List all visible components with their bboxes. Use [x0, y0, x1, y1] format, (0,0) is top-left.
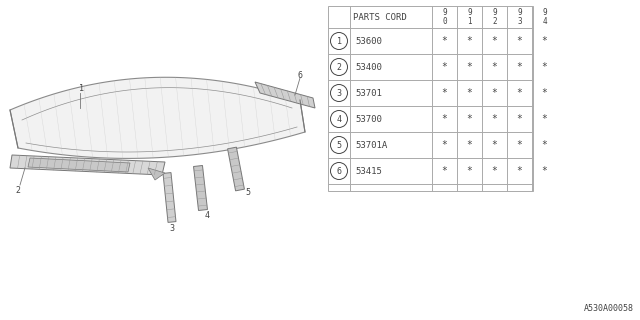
- Text: *: *: [442, 62, 447, 72]
- Text: *: *: [516, 88, 522, 98]
- Text: 53701: 53701: [355, 89, 382, 98]
- Text: *: *: [541, 62, 547, 72]
- Text: *: *: [442, 114, 447, 124]
- Text: *: *: [541, 88, 547, 98]
- Text: *: *: [467, 114, 472, 124]
- Text: *: *: [467, 62, 472, 72]
- Text: *: *: [516, 166, 522, 176]
- Polygon shape: [255, 82, 315, 108]
- Text: A530A00058: A530A00058: [584, 304, 634, 313]
- Text: 9
1: 9 1: [467, 8, 472, 26]
- Text: *: *: [467, 166, 472, 176]
- Text: 53600: 53600: [355, 36, 382, 45]
- Text: 5: 5: [246, 188, 250, 196]
- Text: 2: 2: [15, 186, 20, 195]
- Text: *: *: [467, 140, 472, 150]
- Text: *: *: [492, 88, 497, 98]
- Text: *: *: [442, 88, 447, 98]
- Text: *: *: [541, 140, 547, 150]
- Text: *: *: [492, 166, 497, 176]
- Text: 53701A: 53701A: [355, 140, 387, 149]
- Polygon shape: [10, 77, 305, 158]
- Text: *: *: [492, 114, 497, 124]
- Text: 6: 6: [337, 166, 342, 175]
- Text: 9
0: 9 0: [442, 8, 447, 26]
- Text: 53400: 53400: [355, 62, 382, 71]
- Text: *: *: [516, 140, 522, 150]
- Text: 6: 6: [298, 70, 303, 79]
- Bar: [328, 6, 533, 191]
- Text: *: *: [541, 166, 547, 176]
- Text: 9
2: 9 2: [492, 8, 497, 26]
- Polygon shape: [28, 158, 130, 172]
- Polygon shape: [228, 147, 244, 191]
- Text: *: *: [516, 114, 522, 124]
- Text: *: *: [467, 88, 472, 98]
- Text: 9
4: 9 4: [542, 8, 547, 26]
- Text: PARTS CORD: PARTS CORD: [353, 12, 407, 21]
- Text: *: *: [442, 36, 447, 46]
- Text: *: *: [492, 62, 497, 72]
- Text: 4: 4: [337, 115, 342, 124]
- Text: 3: 3: [170, 223, 175, 233]
- Text: *: *: [467, 36, 472, 46]
- Text: 53415: 53415: [355, 166, 382, 175]
- Text: 4: 4: [205, 211, 209, 220]
- Text: *: *: [516, 36, 522, 46]
- Text: 9
3: 9 3: [517, 8, 522, 26]
- Text: *: *: [492, 36, 497, 46]
- Text: 1: 1: [337, 36, 342, 45]
- Text: *: *: [541, 114, 547, 124]
- Text: *: *: [442, 140, 447, 150]
- Text: *: *: [492, 140, 497, 150]
- Text: *: *: [442, 166, 447, 176]
- Text: *: *: [516, 62, 522, 72]
- Text: 53700: 53700: [355, 115, 382, 124]
- Text: 1: 1: [79, 84, 84, 92]
- Text: *: *: [541, 36, 547, 46]
- Text: 3: 3: [337, 89, 342, 98]
- Text: 5: 5: [337, 140, 342, 149]
- Polygon shape: [148, 168, 165, 180]
- Text: 2: 2: [337, 62, 342, 71]
- Polygon shape: [10, 155, 165, 175]
- Polygon shape: [193, 165, 207, 211]
- Polygon shape: [163, 172, 176, 222]
